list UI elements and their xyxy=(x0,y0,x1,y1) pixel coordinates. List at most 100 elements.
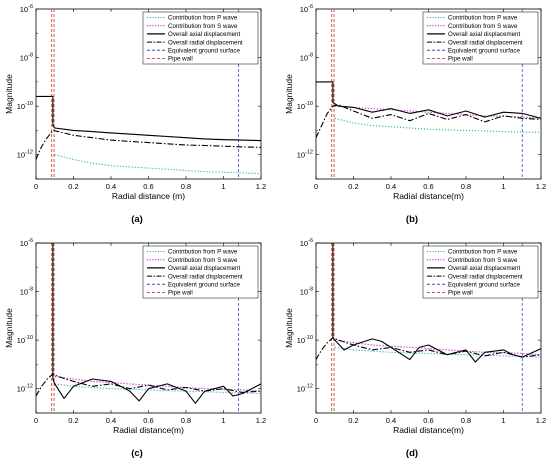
legend-label: Contribution from S wave xyxy=(168,257,238,264)
legend-label: Pipe wall xyxy=(168,56,193,63)
panel-label: (c) xyxy=(131,448,143,459)
y-tick-label: 10-12 xyxy=(297,150,313,160)
series-line xyxy=(36,373,261,397)
x-axis-title: Radial distance(m) xyxy=(393,191,464,201)
legend-label: Equivalent ground surface xyxy=(448,282,520,289)
series-line xyxy=(36,95,261,142)
legend-label: Equivalent ground surface xyxy=(168,48,240,55)
x-axis-title: Radial distance (m) xyxy=(112,191,185,201)
legend-label: Overall radial displacement xyxy=(448,39,523,46)
x-axis-title: Radial distance(m) xyxy=(113,425,184,435)
x-tick-label: 0.6 xyxy=(143,416,153,425)
x-tick-label: 0.4 xyxy=(106,416,116,425)
legend-label: Overall radial displacement xyxy=(448,273,523,280)
series-line xyxy=(54,154,261,175)
y-axis-title: Magnitude xyxy=(284,74,294,114)
y-tick-label: 10-10 xyxy=(297,101,313,111)
panel-label: (a) xyxy=(131,214,143,225)
series-line xyxy=(334,117,541,133)
series-line xyxy=(334,346,541,358)
x-tick-label: 0 xyxy=(314,182,318,191)
y-axis-title: Magnitude xyxy=(284,308,294,348)
y-tick-label: 10-6 xyxy=(300,238,313,248)
y-tick-label: 10-10 xyxy=(297,335,313,345)
y-tick-label: 10-8 xyxy=(20,287,33,297)
y-tick-label: 10-10 xyxy=(17,335,33,345)
x-tick-label: 0.2 xyxy=(68,182,78,191)
x-tick-label: 0.4 xyxy=(106,182,116,191)
x-tick-label: 1 xyxy=(501,182,505,191)
x-tick-label: 0.2 xyxy=(348,416,358,425)
x-tick-label: 0.8 xyxy=(461,182,471,191)
panel-label: (b) xyxy=(406,214,418,225)
legend-label: Overall radial displacement xyxy=(168,39,243,46)
x-tick-label: 1 xyxy=(221,416,225,425)
legend-label: Overall radial displacement xyxy=(168,273,243,280)
panel-label: (d) xyxy=(406,448,418,459)
legend-label: Contribution from P wave xyxy=(448,15,518,22)
chart-panel-1: 0 0.2 0.4 0.6 0.8 1 1.2 10-6 10-8 10-10 10-12 Radia… xyxy=(4,4,266,225)
x-tick-label: 1 xyxy=(221,182,225,191)
y-tick-label: 10-8 xyxy=(20,53,33,63)
legend-label: Pipe wall xyxy=(448,290,473,297)
x-tick-label: 0 xyxy=(314,416,318,425)
legend-label: Contribution from P wave xyxy=(448,249,518,256)
series-group xyxy=(316,81,541,138)
legend-label: Contribution from P wave xyxy=(168,249,238,256)
legend-label: Contribution from S wave xyxy=(448,257,518,264)
x-tick-label: 0.2 xyxy=(348,182,358,191)
legend-box xyxy=(422,11,539,65)
x-tick-label: 1.2 xyxy=(536,182,546,191)
y-tick-label: 10-8 xyxy=(300,287,313,297)
x-tick-label: 1.2 xyxy=(256,182,266,191)
y-tick-label: 10-12 xyxy=(297,384,313,394)
legend-label: Overall axial displacement xyxy=(448,31,521,38)
series-line xyxy=(54,383,261,395)
x-tick-label: 1 xyxy=(501,416,505,425)
series-line xyxy=(36,243,261,404)
legend-box xyxy=(142,245,259,299)
series-line xyxy=(316,337,541,360)
x-tick-label: 0.6 xyxy=(423,416,433,425)
legend-label: Contribution from P wave xyxy=(168,15,238,22)
series-line xyxy=(316,104,541,138)
legend-label: Pipe wall xyxy=(168,290,193,297)
series-line xyxy=(54,127,261,142)
x-tick-label: 0.6 xyxy=(423,182,433,191)
legend-label: Overall axial displacement xyxy=(448,265,521,272)
x-tick-label: 0 xyxy=(34,182,38,191)
series-group xyxy=(316,243,541,363)
y-tick-label: 10-12 xyxy=(17,150,33,160)
x-tick-label: 0 xyxy=(34,416,38,425)
x-tick-label: 0.8 xyxy=(461,416,471,425)
y-tick-label: 10-6 xyxy=(300,4,313,14)
series-group xyxy=(36,243,261,404)
series-line xyxy=(316,81,541,119)
series-group xyxy=(36,95,261,175)
series-line xyxy=(54,376,261,392)
y-tick-label: 10-10 xyxy=(17,101,33,111)
x-tick-label: 0.8 xyxy=(181,416,191,425)
legend-label: Contribution from S wave xyxy=(168,23,238,30)
y-tick-label: 10-6 xyxy=(20,4,33,14)
x-tick-label: 0.4 xyxy=(386,182,396,191)
y-tick-label: 10-12 xyxy=(17,384,33,394)
y-axis-title: Magnitude xyxy=(4,308,14,348)
x-tick-label: 1.2 xyxy=(256,416,266,425)
series-line xyxy=(334,339,541,356)
legend-label: Overall axial displacement xyxy=(168,265,241,272)
y-axis-title: Magnitude xyxy=(4,74,14,114)
chart-panel-4: 0 0.2 0.4 0.6 0.8 1 1.2 10-6 10-8 10-10 10-12 Radia… xyxy=(284,238,546,459)
legend-label: Equivalent ground surface xyxy=(168,282,240,289)
chart-panel-2: 0 0.2 0.4 0.6 0.8 1 1.2 10-6 10-8 10-10 10-12 Radia… xyxy=(284,4,546,225)
x-axis-title: Radial distance(m) xyxy=(393,425,464,435)
legend-label: Pipe wall xyxy=(448,56,473,63)
legend-box xyxy=(142,11,259,65)
legend-box xyxy=(422,245,539,299)
legend-label: Contribution from S wave xyxy=(448,23,518,30)
